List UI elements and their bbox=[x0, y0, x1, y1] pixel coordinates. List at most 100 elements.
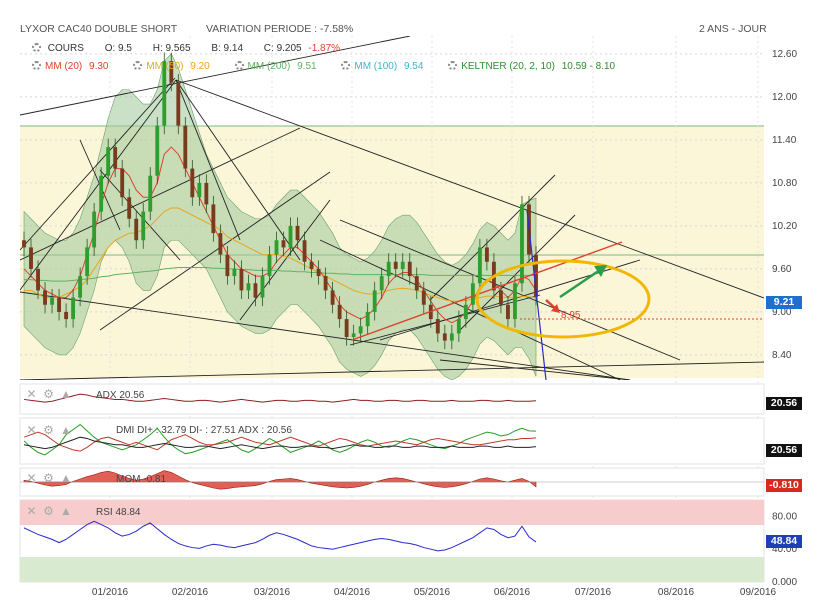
range-selector[interactable]: 2 ANS - JOUR bbox=[699, 23, 767, 35]
quote-close: C: 9.205 bbox=[263, 43, 302, 54]
candle-body bbox=[22, 240, 26, 248]
rsi-value-box: 48.84 bbox=[766, 535, 802, 548]
time-tick-label: 06/2016 bbox=[494, 587, 531, 598]
rsi-value: 48.84 bbox=[115, 507, 141, 518]
gear-icon[interactable] bbox=[32, 61, 41, 70]
candle-body bbox=[29, 247, 33, 269]
overlay-keltner[interactable]: KELTNER (20, 2, 10) 10.59 - 8.10 bbox=[448, 61, 619, 72]
candle-body bbox=[470, 283, 475, 305]
target-label: 8.95 bbox=[561, 310, 581, 321]
mom-value-box: -0.810 bbox=[766, 479, 802, 492]
candle-body bbox=[148, 175, 153, 212]
ma50-line bbox=[24, 207, 537, 302]
bullish-arrowhead bbox=[594, 265, 607, 277]
gear-icon[interactable]: ⚙ bbox=[43, 471, 54, 485]
gear-icon[interactable]: ⚙ bbox=[43, 504, 54, 518]
candle-body bbox=[463, 304, 468, 320]
candle-body bbox=[316, 268, 321, 277]
candle-body bbox=[127, 197, 132, 219]
move-up-icon[interactable]: ▲ bbox=[60, 504, 72, 518]
candle-body bbox=[99, 175, 104, 212]
gear-icon[interactable]: ⚙ bbox=[43, 387, 54, 401]
overlay-ma20[interactable]: MM (20) 9.30 bbox=[32, 61, 112, 72]
adx-panel-bg bbox=[19, 383, 765, 415]
overlay-ma50[interactable]: MM (50) 9.20 bbox=[133, 61, 213, 72]
rsi-line bbox=[23, 520, 537, 552]
candle-body bbox=[204, 182, 209, 205]
time-tick-label: 03/2016 bbox=[254, 587, 291, 598]
trend-line bbox=[20, 361, 764, 380]
gear-icon[interactable] bbox=[32, 43, 41, 52]
close-icon[interactable]: ✕ bbox=[26, 504, 37, 518]
overlay-label: MM (100) bbox=[354, 61, 398, 72]
move-up-icon[interactable]: ▲ bbox=[60, 387, 72, 401]
rsi-oversold-zone bbox=[20, 557, 764, 582]
trend-line bbox=[339, 219, 681, 361]
close-icon[interactable]: ✕ bbox=[26, 471, 37, 485]
candle-body bbox=[43, 290, 47, 305]
trend-line bbox=[99, 169, 181, 261]
time-tick-label: 01/2016 bbox=[92, 587, 129, 598]
candle-body bbox=[414, 276, 419, 291]
candle-body bbox=[225, 254, 230, 277]
price-tick-label: 10.80 bbox=[772, 178, 797, 189]
time-tick-label: 02/2016 bbox=[172, 587, 209, 598]
rsi-name: RSI bbox=[96, 507, 113, 518]
candle-body bbox=[50, 297, 54, 305]
candle-body bbox=[421, 290, 426, 305]
candle-body bbox=[386, 261, 391, 277]
close-icon[interactable]: ✕ bbox=[26, 387, 37, 401]
candle-body bbox=[78, 276, 83, 298]
adx-name: ADX bbox=[96, 390, 117, 401]
close-icon[interactable]: ✕ bbox=[26, 423, 37, 437]
resistance-line bbox=[351, 241, 623, 341]
move-up-icon[interactable]: ▲ bbox=[60, 423, 72, 437]
rsi-axis-ticks: 80.00 40.00 0.000 bbox=[772, 511, 797, 588]
overlay-ma100[interactable]: MM (100) 9.54 bbox=[341, 61, 427, 72]
candle-body bbox=[358, 326, 363, 334]
gear-icon[interactable] bbox=[133, 61, 143, 70]
quote-high: H: 9.565 bbox=[152, 43, 191, 54]
quote-open: O: 9.5 bbox=[104, 43, 132, 54]
candle-body bbox=[309, 261, 314, 269]
candle-body bbox=[499, 290, 503, 305]
time-tick-label: 04/2016 bbox=[334, 587, 371, 598]
candle-body bbox=[435, 319, 440, 334]
candle-body bbox=[534, 254, 538, 297]
move-up-icon[interactable]: ▲ bbox=[60, 471, 72, 485]
trend-line bbox=[20, 291, 631, 380]
gear-icon[interactable] bbox=[448, 61, 458, 70]
candle-body bbox=[337, 304, 342, 320]
dmi-panel-bg bbox=[19, 417, 765, 465]
candle-body bbox=[477, 247, 482, 284]
price-tick-label: 10.20 bbox=[772, 221, 797, 232]
price-tick-label: 11.40 bbox=[772, 135, 797, 146]
di-minus-line bbox=[23, 431, 537, 452]
candle-body bbox=[330, 290, 335, 305]
quote-series: COURS bbox=[47, 43, 84, 54]
gear-icon[interactable]: ⚙ bbox=[43, 423, 54, 437]
gear-icon[interactable] bbox=[341, 61, 351, 70]
trend-line bbox=[319, 239, 621, 380]
trend-line bbox=[20, 79, 177, 291]
ma200-line bbox=[24, 266, 536, 282]
candle-body bbox=[442, 333, 447, 341]
trend-line bbox=[20, 36, 411, 116]
overlay-label: KELTNER (20, 2, 10) bbox=[461, 61, 555, 72]
dmi-label: DMI DI+ : 32.79 DI- : 27.51 ADX : 20.56 bbox=[116, 425, 292, 436]
overlay-value: 10.59 - 8.10 bbox=[561, 61, 616, 72]
overlay-ma200[interactable]: MM (200) 9.51 bbox=[234, 61, 321, 72]
time-tick-label: 09/2016 bbox=[740, 587, 777, 598]
trend-line bbox=[20, 77, 176, 251]
rsi-tick-label: 0.000 bbox=[772, 577, 797, 588]
overlay-legend: MM (20) 9.30 MM (50) 9.20 MM (200) 9.51 … bbox=[32, 61, 623, 72]
candle-body bbox=[120, 168, 125, 198]
gear-icon[interactable] bbox=[234, 61, 244, 70]
dmi-adx-line bbox=[23, 436, 537, 450]
candle-body bbox=[218, 233, 223, 255]
overlay-label: MM (50) bbox=[146, 61, 184, 72]
momentum-area bbox=[20, 470, 764, 490]
bearish-arrowhead bbox=[551, 304, 560, 313]
trend-line bbox=[175, 79, 241, 241]
